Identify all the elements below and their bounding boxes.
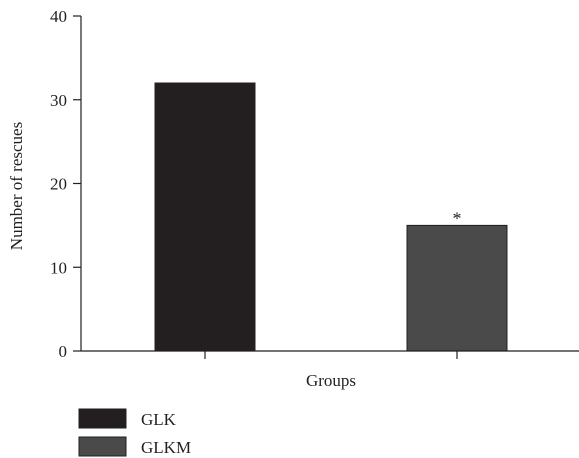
y-tick-label: 40 xyxy=(50,7,67,26)
x-axis-title: Groups xyxy=(306,371,356,390)
y-tick-label: 20 xyxy=(50,175,67,194)
legend-swatch-glkm xyxy=(78,436,127,457)
bar-glkm xyxy=(406,224,508,352)
y-tick-label: 10 xyxy=(50,258,67,277)
legend-label-glk: GLK xyxy=(141,410,177,429)
legend-swatch-glk xyxy=(78,408,127,429)
legend-label-glkm: GLKM xyxy=(141,438,191,457)
legend: GLK GLKM xyxy=(78,408,191,457)
y-tick-label: 30 xyxy=(50,91,67,110)
y-axis-ticks: 0 10 20 30 40 xyxy=(50,7,81,361)
y-tick-label: 0 xyxy=(59,342,68,361)
bar-glk xyxy=(154,82,256,352)
x-axis-ticks xyxy=(204,351,458,359)
bars xyxy=(154,82,508,352)
y-axis-title: Number of rescues xyxy=(7,122,26,250)
annotations: * xyxy=(453,208,462,228)
significance-marker: * xyxy=(453,208,462,228)
